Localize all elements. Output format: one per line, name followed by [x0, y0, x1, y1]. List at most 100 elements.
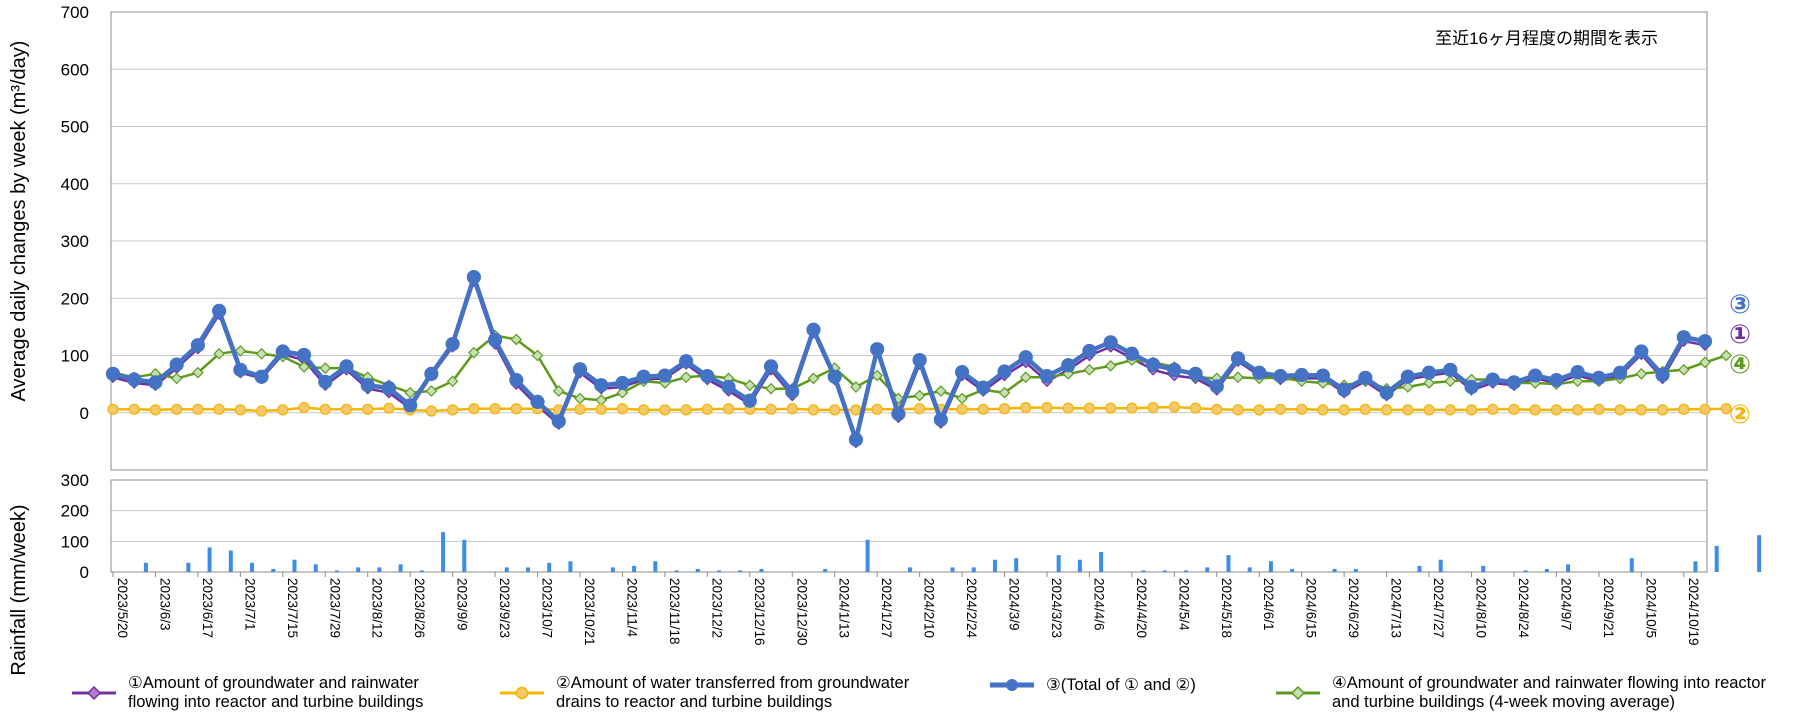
series-2-point — [1656, 404, 1669, 416]
series-2-point — [1529, 404, 1541, 416]
series-3-point — [1315, 368, 1331, 383]
series-3-point — [190, 338, 206, 353]
upper-tick-label: 200 — [61, 289, 89, 308]
series-3-line — [112, 274, 1706, 442]
series-3-point — [1039, 369, 1055, 384]
series-marker-1: ③ — [1729, 289, 1751, 319]
series-3-point — [742, 393, 757, 408]
x-tick-label: 2023/6/3 — [157, 578, 172, 631]
x-tick-label: 2023/11/18 — [667, 578, 682, 645]
series-2-point — [447, 404, 459, 416]
series-4-point — [404, 386, 417, 399]
series-3-point — [1443, 362, 1458, 377]
rain-bar — [1332, 568, 1337, 572]
series-4-point — [850, 381, 862, 393]
series-3-point — [870, 342, 885, 357]
rain-y-axis-title: Rainfall (mm/week) — [8, 504, 30, 675]
series-2-point — [1593, 403, 1605, 415]
rain-bar — [334, 570, 339, 572]
rain-bar — [1693, 561, 1698, 572]
series-2-point — [1338, 404, 1350, 416]
series-2-point — [574, 403, 586, 415]
series-3-point — [679, 354, 694, 369]
rain-bar — [547, 562, 552, 572]
series-2-point — [1274, 403, 1287, 415]
upper-y-axis-title: Average daily changes by week (m³/day) — [8, 41, 30, 402]
series-2-point — [998, 403, 1011, 415]
chart-svg: 0 100 200 300 400 500 600 700 Average daily chan… — [8, 3, 1762, 676]
series-3-point — [1591, 370, 1606, 385]
series-3-point — [254, 369, 269, 384]
series-3-point — [1167, 362, 1182, 377]
series-3-point — [403, 398, 418, 413]
upper-plot-frame — [110, 11, 1708, 471]
series-3-point — [487, 332, 503, 348]
series-3-point — [1379, 385, 1394, 400]
legend-swatch-series3 — [990, 679, 1034, 691]
x-tick-label: 2023/11/4 — [624, 578, 639, 638]
upper-tick-label: 700 — [61, 3, 89, 22]
x-tick-label: 2024/3/23 — [1049, 578, 1064, 638]
series-4-point — [213, 347, 225, 360]
rain-bar — [250, 562, 255, 572]
series-2-point — [616, 403, 629, 415]
upper-tick-label: 500 — [61, 118, 89, 137]
series-3-point — [1103, 335, 1118, 350]
series-4-point — [871, 369, 884, 382]
series-2-point — [1699, 403, 1711, 415]
x-tick-label: 2024/4/20 — [1134, 578, 1149, 638]
series-2-point — [786, 403, 798, 415]
series-3-point — [1294, 367, 1309, 383]
series-2-point — [722, 403, 735, 415]
rain-bar — [695, 568, 700, 572]
series-3-point — [1528, 368, 1543, 383]
series-2-point — [1062, 402, 1074, 414]
x-tick-label: 2024/4/6 — [1091, 578, 1106, 631]
series-4-point — [934, 385, 947, 397]
series-2-point — [1083, 402, 1096, 414]
series-4-point — [1677, 363, 1690, 376]
rain-bar — [1566, 564, 1571, 572]
rain-bar — [1714, 545, 1719, 572]
rain-bar — [1205, 567, 1210, 572]
rain-bar — [398, 564, 403, 572]
lower-panel: 0 100 200 300 2023/5/20 2023/6/3 2023/6/17 2023… — [8, 471, 1762, 676]
series-3-point — [1421, 365, 1437, 380]
series-4-point — [298, 361, 310, 373]
series-marker-4: ② — [1729, 399, 1751, 429]
series-3-point — [360, 378, 375, 393]
series-2-point — [638, 404, 650, 416]
upper-tick-label: 300 — [61, 232, 89, 251]
series-4-point — [1083, 363, 1096, 376]
series-4-point — [1571, 375, 1584, 388]
series-4-point — [616, 386, 629, 399]
series-2-point — [765, 403, 777, 415]
series-3-point — [1400, 369, 1415, 384]
x-tick-label: 2023/8/12 — [370, 578, 385, 638]
series-2-point — [1423, 404, 1435, 416]
series-3-point — [233, 362, 248, 377]
x-tick-label: 2023/12/30 — [794, 578, 809, 646]
series-2-point — [107, 403, 119, 415]
series-2-point — [468, 403, 480, 415]
series-3-point — [1252, 365, 1267, 380]
series-2-point — [1041, 401, 1053, 414]
series-2-point — [1359, 403, 1371, 415]
x-tick-label: 2023/8/26 — [412, 578, 427, 638]
series-4-point — [1720, 349, 1733, 362]
series-4-point — [807, 372, 820, 385]
series-3-point — [1188, 366, 1203, 381]
x-tick-label: 2024/5/18 — [1219, 578, 1234, 638]
series-3-point — [1634, 344, 1649, 359]
series-4-point — [255, 347, 268, 360]
rain-bar — [717, 570, 722, 572]
rain-bar — [971, 567, 976, 572]
series-3-point — [1549, 373, 1564, 388]
x-tick-label: 2023/12/2 — [709, 578, 724, 638]
rain-bar — [292, 559, 297, 572]
x-tick-label: 2023/10/21 — [582, 578, 597, 646]
upper-tick-label: 100 — [61, 347, 89, 366]
series-2-point — [659, 404, 671, 416]
rain-bar — [759, 568, 764, 572]
series-3-point — [551, 414, 566, 429]
